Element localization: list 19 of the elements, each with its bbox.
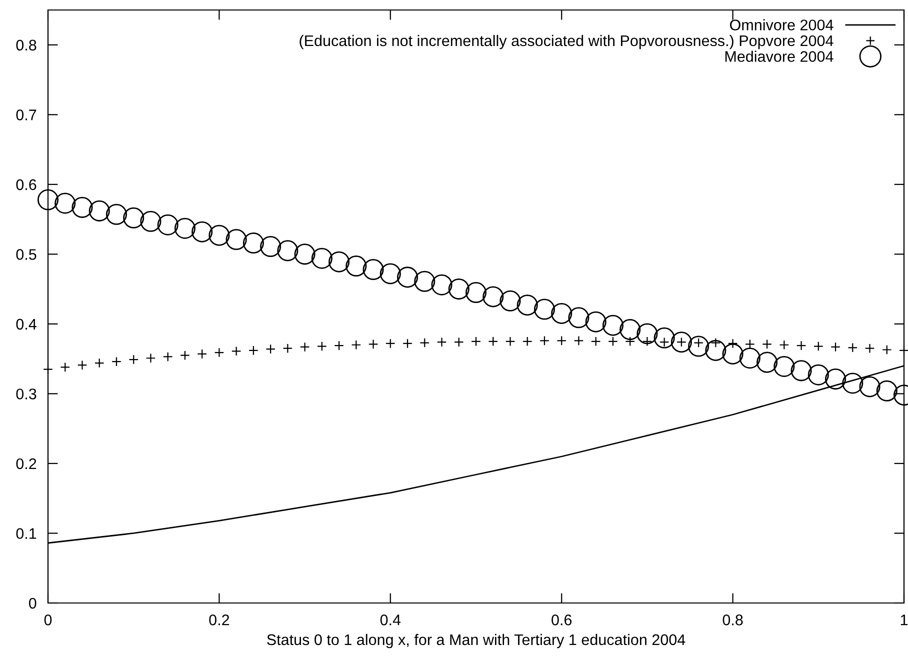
y-tick-label: 0.7 bbox=[16, 110, 36, 120]
x-axis-title: Status 0 to 1 along x, for a Man with Tertiary 1 education 2004 bbox=[267, 634, 686, 648]
legend-label: Omnivore 2004 bbox=[730, 19, 834, 30]
y-tick-label: 0.1 bbox=[16, 528, 36, 539]
legend-label: Mediavore 2004 bbox=[725, 50, 834, 62]
x-tick-label: 0 bbox=[44, 614, 52, 626]
y-tick-label: 0.5 bbox=[16, 249, 36, 260]
y-tick-label: 0.3 bbox=[16, 388, 36, 400]
y-tick-label: 0.4 bbox=[16, 318, 36, 330]
y-tick-label: 0.6 bbox=[16, 179, 36, 190]
y-tick-label: 0 bbox=[28, 598, 36, 609]
x-tick-label: 1 bbox=[900, 614, 908, 626]
x-tick-label: 0.4 bbox=[380, 614, 401, 626]
x-tick-label: 0.2 bbox=[209, 614, 230, 626]
y-tick-label: 0.8 bbox=[16, 40, 36, 51]
x-tick-label: 0.6 bbox=[552, 614, 572, 626]
x-tick-label: 0.8 bbox=[722, 614, 743, 626]
legend-label: (Education is not incrementally associated with Popvorousness.) Popvore 2004 bbox=[300, 34, 834, 50]
y-tick-label: 0.2 bbox=[16, 458, 36, 470]
